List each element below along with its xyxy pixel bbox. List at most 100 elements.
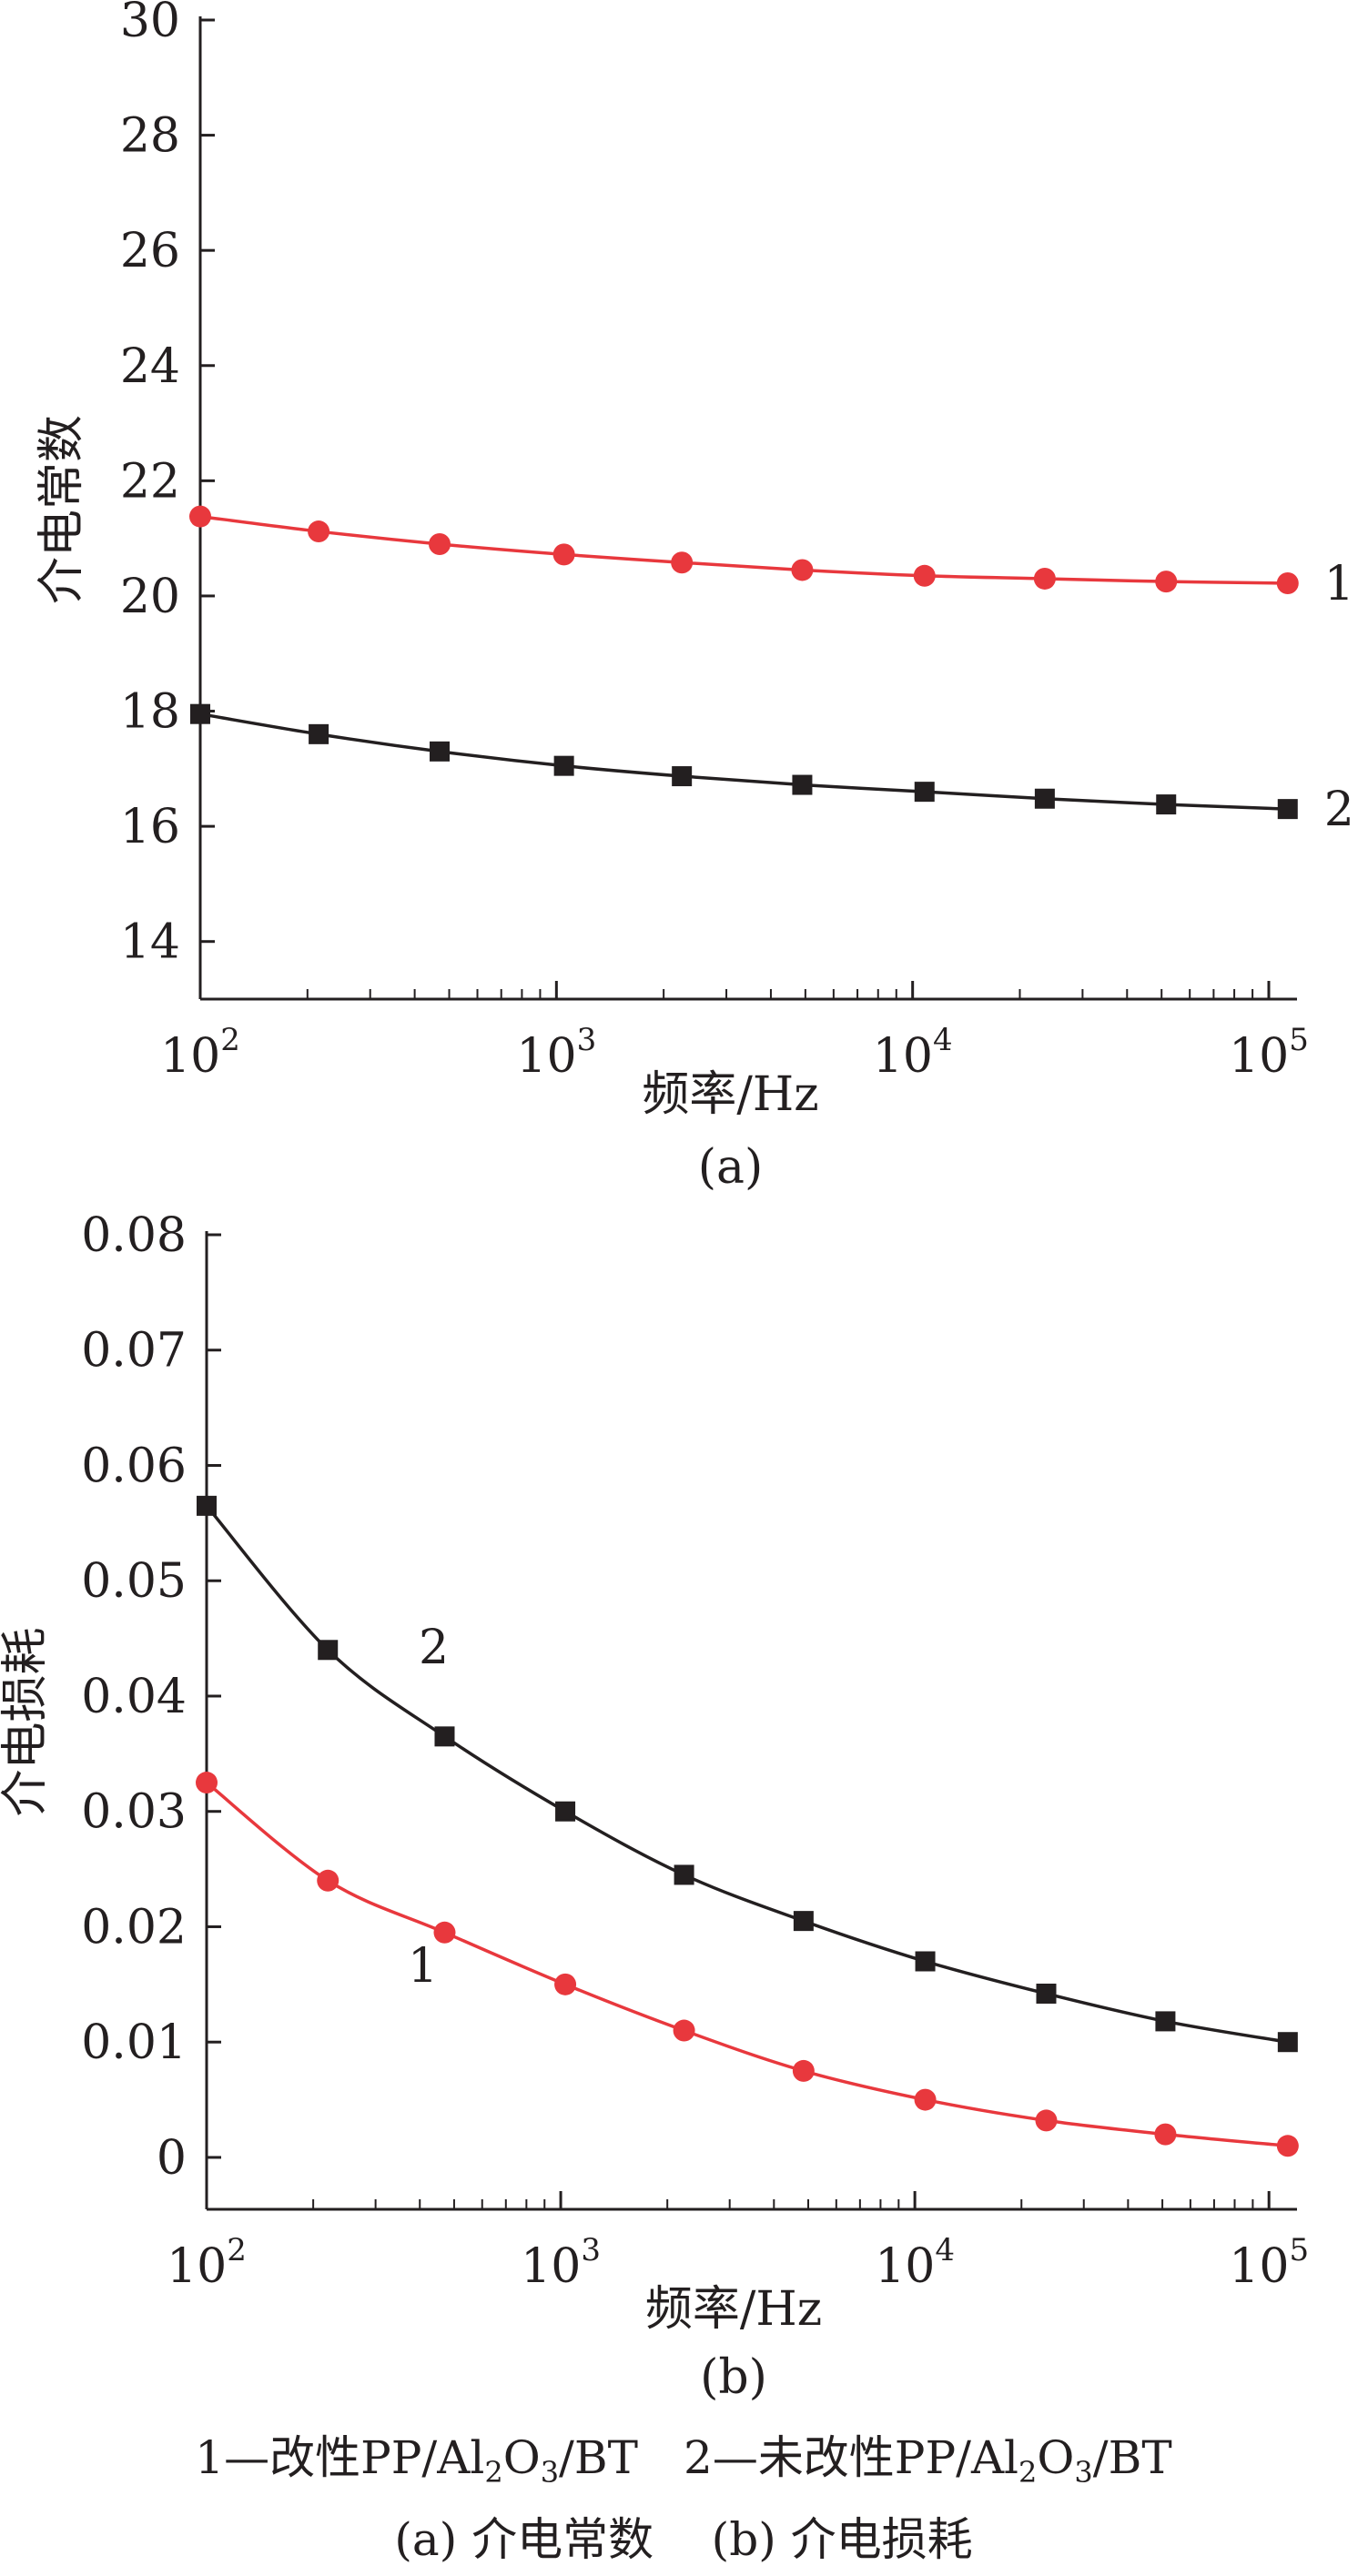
data-point-circle: [433, 1921, 456, 1944]
legend-1-number: 1: [195, 2431, 224, 2484]
data-point-circle: [1033, 567, 1056, 590]
data-point-circle: [1276, 2135, 1299, 2157]
x-tick-label: 105: [1229, 2232, 1309, 2294]
y-axis-title: 介电损耗: [0, 1627, 53, 1816]
y-tick-label: 20: [120, 570, 180, 624]
series-2: 2: [197, 1495, 1298, 2053]
data-point-circle: [1035, 2109, 1058, 2132]
x-tick-label: 103: [521, 2232, 601, 2294]
caption: 1—改性PP/Al2O3/BT 2—未改性PP/Al2O3/BT (a) 介电常数…: [195, 2431, 1171, 2566]
legend-1-al-subscript: 2: [484, 2455, 502, 2490]
data-point-square: [430, 741, 451, 762]
y-tick-label: 18: [120, 685, 180, 740]
data-point-square: [1034, 788, 1055, 809]
data-point-square: [190, 703, 210, 724]
x-tick-label: 104: [873, 1022, 953, 1084]
data-point-square: [553, 755, 574, 776]
series-label: 2: [1324, 783, 1354, 837]
y-tick-label: 24: [120, 339, 180, 394]
data-point-circle: [791, 559, 814, 581]
subfigure-label: (b): [700, 2350, 767, 2405]
data-point-circle: [1154, 2123, 1177, 2146]
x-tick-label: 102: [167, 2232, 247, 2294]
data-point-square: [793, 1911, 814, 1932]
data-point-square: [318, 1640, 339, 1661]
y-tick-label: 0.07: [81, 1324, 187, 1379]
y-tick-label: 22: [120, 454, 180, 509]
y-tick-label: 0.05: [81, 1554, 187, 1609]
x-tick-label: 104: [875, 2232, 955, 2294]
data-point-circle: [1155, 571, 1178, 593]
legend-2-number: 2: [684, 2431, 713, 2484]
data-point-square: [915, 1951, 936, 1972]
legend-2-name: —未改性PP/Al: [713, 2431, 1018, 2484]
y-tick-label: 0.08: [81, 1208, 187, 1263]
data-point-circle: [1276, 572, 1299, 595]
legend-1-o-subscript: 3: [541, 2455, 559, 2490]
subfigure-label: (a): [698, 1140, 764, 1195]
series-label: 1: [1324, 557, 1354, 611]
data-point-circle: [673, 2019, 695, 2042]
data-point-circle: [189, 505, 211, 528]
x-tick-label: 105: [1229, 1022, 1309, 1084]
legend-2-o: O: [1037, 2431, 1074, 2484]
series-label: 2: [419, 1621, 449, 1675]
x-axis-title: 频率/Hz: [642, 1067, 818, 1122]
data-point-square: [674, 1864, 694, 1885]
y-tick-label: 14: [120, 915, 180, 970]
data-point-square: [914, 782, 935, 803]
series-line: [205, 1781, 1289, 2148]
data-point-circle: [308, 520, 330, 543]
data-point-square: [434, 1726, 455, 1747]
legend-1-name: —改性PP/Al: [224, 2431, 484, 2484]
chart-a-dielectric-constant: 14 16 18 20 22 24 26 28 30 102 103 104 105 频率/Hz 介电常数 (…: [35, 0, 1354, 1195]
legend-1-o: O: [503, 2431, 541, 2484]
series-1: 1: [189, 505, 1354, 611]
y-tick-label: 16: [120, 800, 180, 854]
series-line: [205, 1504, 1289, 2044]
data-point-square: [672, 766, 693, 787]
data-point-square: [197, 1495, 217, 1516]
data-point-circle: [792, 2059, 815, 2082]
legend-2-tail: /BT: [1093, 2431, 1172, 2484]
y-tick-label: 0.03: [81, 1785, 187, 1840]
legend-2-o-subscript: 3: [1074, 2455, 1092, 2490]
data-point-square: [309, 723, 329, 744]
series-line: [199, 514, 1288, 585]
y-tick-label: 28: [120, 109, 180, 164]
data-point-circle: [554, 1973, 577, 1995]
series-line: [199, 712, 1288, 811]
y-tick-label: 0: [157, 2131, 187, 2186]
y-tick-label: 26: [120, 224, 180, 278]
data-point-square: [792, 774, 813, 795]
legend-caption-line: 1—改性PP/Al2O3/BT 2—未改性PP/Al2O3/BT: [195, 2431, 1171, 2490]
data-point-circle: [429, 532, 451, 555]
chart-b-dielectric-loss: 0 0.01 0.02 0.03 0.04 0.05 0.06 0.07 0.08 102 103 1…: [0, 1208, 1309, 2405]
x-tick-label: 103: [516, 1022, 596, 1084]
data-point-square: [1036, 1983, 1057, 2004]
data-point-square: [1156, 794, 1177, 815]
legend-2-al-subscript: 2: [1018, 2455, 1037, 2490]
x-tick-label: 102: [160, 1022, 240, 1084]
y-tick-label: 30: [120, 0, 180, 48]
y-tick-label: 0.02: [81, 1900, 187, 1955]
data-point-square: [555, 1801, 576, 1822]
data-point-square: [1277, 799, 1298, 820]
x-axis-title: 频率/Hz: [645, 2282, 822, 2337]
data-point-circle: [671, 551, 694, 574]
data-point-circle: [196, 1772, 218, 1794]
series-1: 1: [196, 1772, 1299, 2157]
y-tick-label: 0.06: [81, 1439, 187, 1493]
series-label: 1: [408, 1939, 438, 1994]
y-axis-title: 介电常数: [35, 415, 89, 604]
data-point-circle: [317, 1869, 339, 1892]
parts-caption-line: (a) 介电常数 (b) 介电损耗: [394, 2513, 972, 2566]
y-tick-label: 0.04: [81, 1670, 187, 1724]
data-point-square: [1277, 2032, 1298, 2053]
y-tick-label: 0.01: [81, 2015, 187, 2070]
series-2: 2: [190, 703, 1354, 837]
data-point-square: [1155, 2011, 1176, 2032]
legend-1-tail: /BT: [559, 2431, 638, 2484]
data-point-circle: [552, 543, 575, 566]
